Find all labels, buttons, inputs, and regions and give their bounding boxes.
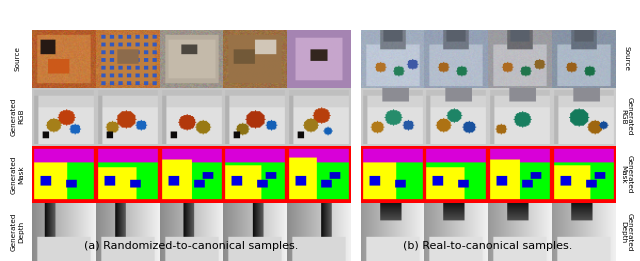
Text: Generated
Depth: Generated Depth xyxy=(11,213,24,251)
Text: Generated
Mask: Generated Mask xyxy=(620,155,633,194)
Text: (a) Randomized-to-canonical samples.: (a) Randomized-to-canonical samples. xyxy=(84,241,299,251)
Text: Generated
RGB: Generated RGB xyxy=(620,97,633,136)
Text: Generated
RGB: Generated RGB xyxy=(11,97,24,136)
Text: Source: Source xyxy=(15,46,20,72)
Text: Generated
Depth: Generated Depth xyxy=(620,213,633,251)
Text: (b) Real-to-canonical samples.: (b) Real-to-canonical samples. xyxy=(403,241,573,251)
Text: Generated
Mask: Generated Mask xyxy=(11,155,24,194)
Text: Source: Source xyxy=(623,46,630,72)
